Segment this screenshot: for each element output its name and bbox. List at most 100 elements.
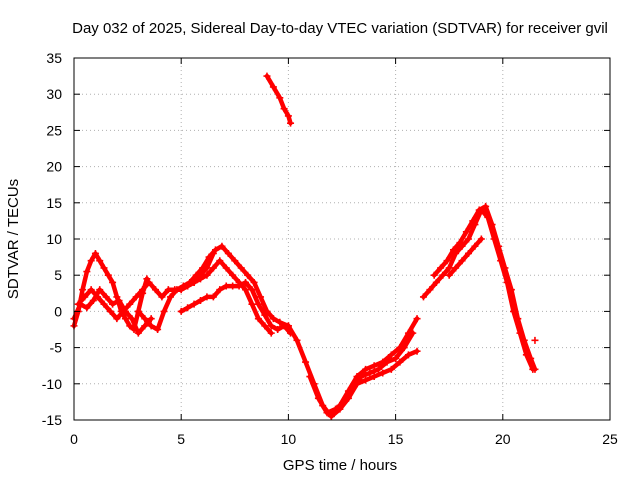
data-point [336, 405, 344, 413]
data-point [87, 257, 95, 265]
data-point [218, 242, 226, 250]
data-point [224, 249, 232, 257]
data-point [134, 329, 142, 337]
series-track-4 [134, 242, 292, 333]
data-point [263, 72, 271, 80]
series-track-8 [284, 315, 421, 420]
data-point [267, 329, 275, 337]
data-point [190, 278, 198, 286]
data-point [269, 83, 277, 91]
data-point [383, 358, 391, 366]
x-tick-label: 5 [177, 431, 185, 447]
data-point [280, 105, 288, 113]
data-point [248, 286, 256, 294]
series-track-10 [327, 347, 421, 420]
data-point [439, 271, 447, 279]
data-point [190, 300, 198, 308]
ticks [73, 57, 611, 421]
y-tick-label: -5 [50, 340, 63, 356]
data-point [501, 264, 509, 272]
data-point [445, 264, 453, 272]
data-point [392, 354, 400, 362]
data-point [306, 373, 314, 381]
data-point [374, 365, 382, 373]
series-track-7 [263, 72, 295, 127]
data-point [121, 315, 129, 323]
data-point [141, 322, 149, 330]
data-point [248, 300, 256, 308]
data-point [96, 286, 104, 294]
series-line [76, 251, 216, 321]
data-point [184, 282, 192, 290]
data-point [257, 293, 265, 301]
data-point [464, 249, 472, 257]
data-point [482, 202, 490, 210]
data-point [145, 278, 153, 286]
data-point [432, 278, 440, 286]
x-axis-label: GPS time / hours [283, 457, 397, 474]
y-tick-label: 35 [46, 50, 62, 66]
data-point [94, 293, 102, 301]
data-point [409, 329, 417, 337]
data-point [184, 304, 192, 312]
data-point [119, 307, 127, 315]
series-track-9 [306, 329, 417, 417]
data-point [216, 286, 224, 294]
data-point [222, 282, 230, 290]
data-point [514, 315, 522, 323]
data-point [164, 286, 172, 294]
data-point [109, 278, 117, 286]
data-point [495, 242, 503, 250]
series-track-5 [177, 278, 295, 337]
x-tick-label: 25 [602, 431, 618, 447]
data-point [222, 264, 230, 272]
data-point [449, 246, 457, 254]
data-point [302, 358, 310, 366]
data-point [196, 297, 204, 305]
data-point [212, 246, 220, 254]
data-point [452, 264, 460, 272]
data-point [83, 304, 91, 312]
data-point [323, 409, 331, 417]
data-point [128, 315, 136, 323]
data-point [458, 257, 466, 265]
data-point [229, 282, 237, 290]
y-tick-label: 25 [46, 122, 62, 138]
data-point [132, 293, 140, 301]
y-axis-label: SDTVAR / TECUs [5, 179, 22, 299]
data-point [102, 293, 110, 301]
series-line [446, 236, 484, 278]
data-point [362, 365, 370, 373]
data-point [261, 322, 269, 330]
data-point [254, 300, 262, 308]
outlier-points [531, 336, 539, 344]
data-point [531, 365, 539, 373]
data-point [488, 221, 496, 229]
data-point [242, 286, 250, 294]
data-point [96, 257, 104, 265]
data-point [293, 336, 301, 344]
data-point [284, 322, 292, 330]
data-point [462, 228, 470, 236]
data-point [81, 293, 89, 301]
data-point [362, 376, 370, 384]
data-point [100, 300, 108, 308]
series-line [431, 204, 538, 372]
data-point [115, 297, 123, 305]
data-point [387, 365, 395, 373]
y-tick-labels: -15 -10 -5 0 5 10 15 20 25 30 35 [42, 50, 62, 428]
data-point [229, 271, 237, 279]
data-point [113, 315, 121, 323]
data-point [192, 271, 200, 279]
series-line [136, 243, 291, 332]
y-tick-label: -15 [42, 412, 62, 428]
data-point [205, 253, 213, 261]
data-point [141, 315, 149, 323]
series-track-13 [445, 235, 485, 279]
data-point [353, 380, 361, 388]
grid [74, 58, 610, 420]
data-point [147, 315, 155, 323]
data-point [404, 351, 412, 359]
data-point [235, 278, 243, 286]
